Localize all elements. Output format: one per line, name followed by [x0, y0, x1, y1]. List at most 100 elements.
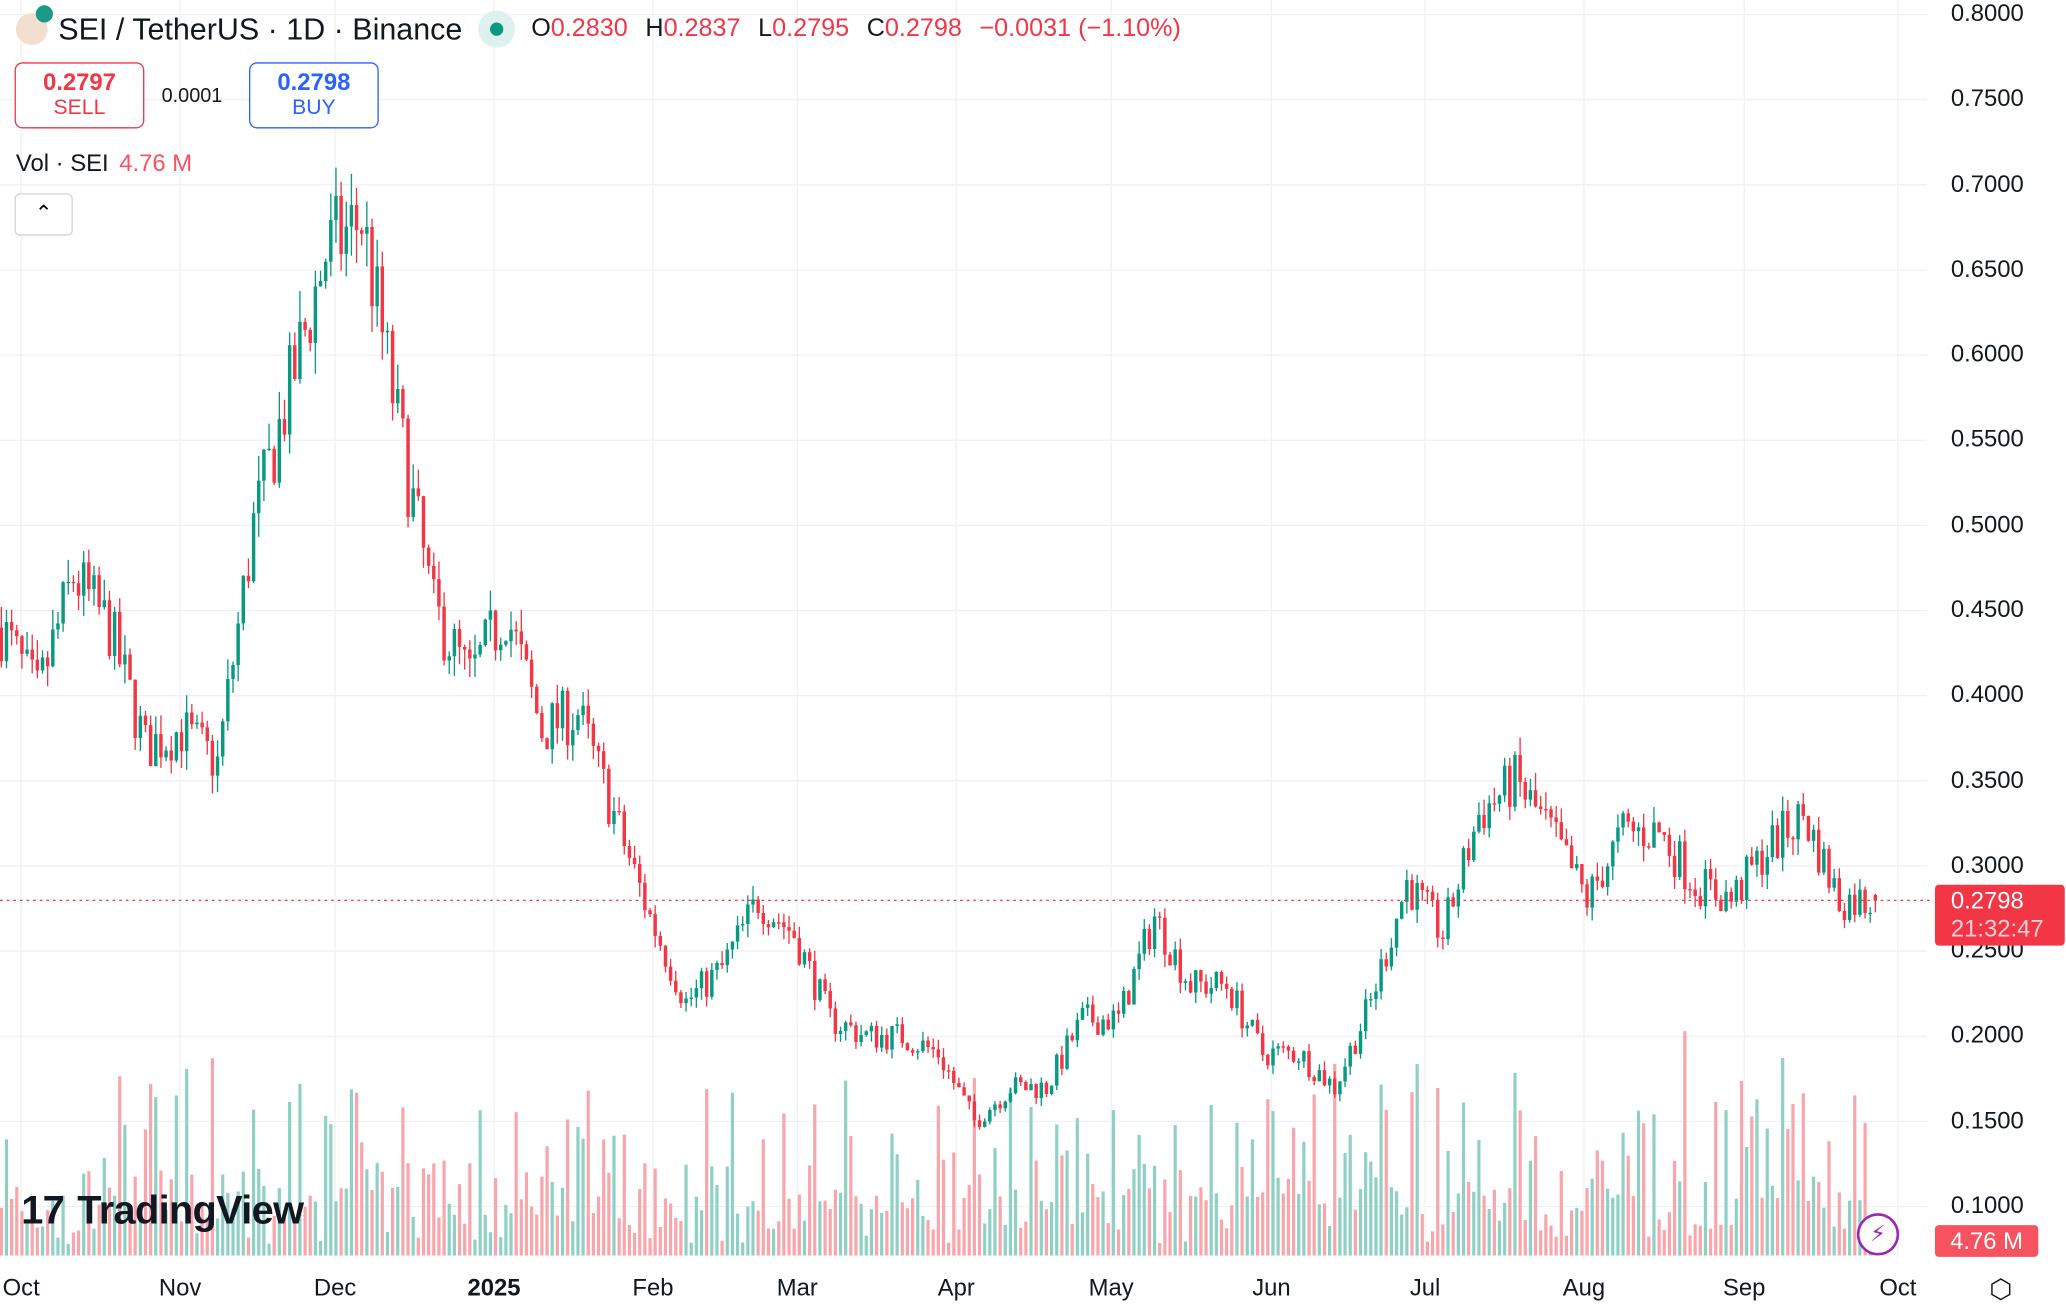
volume-bar	[1003, 1224, 1007, 1256]
volume-bar	[756, 1210, 760, 1256]
symbol-title[interactable]: SEI / TetherUS · 1D · Binance	[58, 11, 463, 46]
volume-bar	[638, 1189, 642, 1256]
volume-bar	[1163, 1179, 1167, 1256]
candle-body	[1178, 949, 1183, 983]
volume-bar	[1348, 1134, 1352, 1256]
candle-body	[864, 1031, 868, 1035]
candle-body	[401, 389, 405, 419]
candle-body	[916, 1051, 920, 1053]
candle-body	[365, 226, 369, 234]
volume-bar	[128, 1214, 132, 1256]
candle-body	[416, 488, 421, 497]
candle-body	[1523, 781, 1527, 800]
candle-body	[200, 722, 204, 728]
candle-body	[874, 1025, 879, 1048]
candle-body	[885, 1034, 889, 1050]
candle-body	[514, 629, 518, 632]
volume-bar	[1580, 1210, 1584, 1256]
candle-body	[1657, 822, 1661, 833]
candle-body	[1322, 1070, 1327, 1086]
candle-body	[746, 904, 750, 924]
candle-body	[1719, 899, 1723, 912]
volume-bar	[1369, 1161, 1373, 1256]
candle-body	[1163, 917, 1167, 955]
volume-bar	[1240, 1166, 1244, 1256]
volume-legend[interactable]: Vol · SEI 4.76 M	[16, 150, 192, 178]
candle-body	[1858, 889, 1862, 915]
volume-bar	[174, 1095, 178, 1256]
candle-body	[246, 575, 251, 582]
candle-body	[1616, 827, 1620, 842]
candle-body	[1590, 876, 1594, 908]
buy-button[interactable]: 0.2798 BUY	[248, 62, 379, 129]
volume-bar	[1585, 1187, 1589, 1256]
volume-bar	[977, 1174, 982, 1256]
volume-bar	[56, 1237, 60, 1256]
volume-bar	[107, 1187, 112, 1256]
volume-bar	[1472, 1191, 1476, 1256]
candle-body	[946, 1070, 951, 1072]
candle-body	[787, 927, 791, 931]
candle-body	[1652, 822, 1656, 848]
candle-body	[195, 722, 199, 725]
candle-body	[1662, 832, 1666, 835]
candle-body	[1250, 1019, 1255, 1026]
candle-body	[648, 910, 652, 915]
candle-body	[761, 912, 766, 925]
candle-body	[1266, 1054, 1270, 1066]
volume-bar	[236, 1191, 240, 1256]
candle-body	[1137, 953, 1141, 970]
volume-bar	[1806, 1201, 1811, 1256]
candle-body	[560, 690, 565, 729]
candle-body	[622, 811, 627, 846]
candle-body	[756, 899, 760, 913]
candle-body	[1559, 822, 1564, 840]
tradingview-logo[interactable]: 17 TradingView	[21, 1189, 304, 1234]
volume-bar	[1703, 1182, 1708, 1256]
market-status-icon[interactable]	[478, 10, 516, 48]
volume-bar	[1734, 1198, 1738, 1256]
candle-body	[447, 656, 451, 661]
candle-body	[859, 1034, 863, 1042]
ohlc-values: O0.2830 H0.2837 L0.2795 C0.2798 −0.0031 …	[531, 15, 1181, 44]
candle-body	[1235, 990, 1239, 1009]
candle-body	[1029, 1084, 1033, 1091]
candle-body	[1204, 981, 1208, 994]
volume-bar	[1322, 1203, 1327, 1256]
candle-body	[1564, 839, 1569, 846]
time-tick: Feb	[632, 1274, 674, 1301]
volume-bar	[1631, 1195, 1635, 1256]
volume-bar	[1250, 1139, 1254, 1256]
volume-bar	[308, 1195, 312, 1256]
volume-bar	[1219, 1219, 1224, 1256]
volume-bar	[550, 1181, 554, 1256]
volume-bar	[560, 1187, 565, 1256]
candle-body	[1502, 765, 1507, 796]
volume-bar	[1564, 1235, 1569, 1256]
settings-icon[interactable]: ⬡	[1989, 1275, 2013, 1305]
candle-body	[339, 196, 343, 254]
candle-body	[1369, 999, 1373, 1001]
candle-body	[905, 1043, 910, 1051]
volume-bar	[1750, 1116, 1754, 1256]
volume-bar	[1575, 1207, 1579, 1256]
candle-body	[910, 1050, 915, 1053]
price-tick: 0.6000	[1950, 340, 2024, 368]
volume-bar	[1801, 1093, 1805, 1256]
lightning-icon[interactable]: ⚡︎	[1856, 1213, 1900, 1256]
candle-body	[87, 562, 91, 589]
volume-bar	[51, 1200, 55, 1256]
sell-button[interactable]: 0.2797 SELL	[14, 62, 145, 129]
volume-bar	[746, 1206, 750, 1256]
candle-body	[1116, 1010, 1121, 1014]
volume-bar	[941, 1159, 946, 1256]
candle-body	[1039, 1082, 1044, 1099]
candle-body	[1044, 1082, 1049, 1094]
candle-body	[1379, 959, 1383, 992]
volume-bar	[71, 1232, 75, 1256]
collapse-legend-button[interactable]: ⌃	[14, 193, 73, 236]
candle-body	[457, 628, 462, 647]
volume-bar	[1832, 1226, 1836, 1256]
volume-bar	[699, 1210, 704, 1256]
